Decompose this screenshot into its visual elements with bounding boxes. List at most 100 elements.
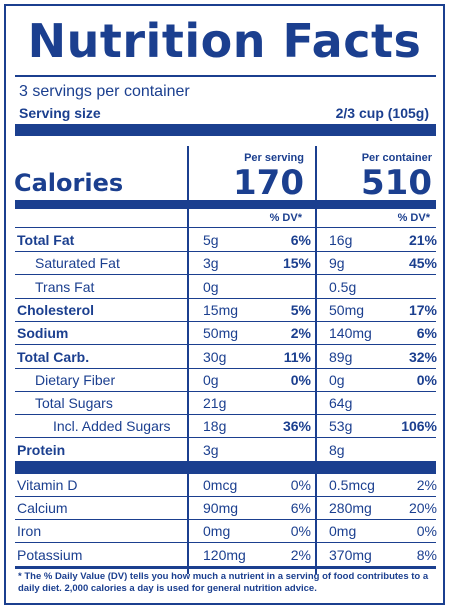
dv-per-container: 8% bbox=[416, 546, 437, 563]
dv-header-serving: % DV* bbox=[269, 212, 302, 224]
row-divider bbox=[15, 251, 436, 252]
nutrient-row: Incl. Added Sugars 18g 36% 53g 106% bbox=[15, 415, 437, 439]
amount-per-container: 8g bbox=[329, 441, 345, 458]
row-divider bbox=[15, 367, 436, 369]
dv-rule bbox=[15, 227, 436, 228]
nutrient-row: Total Carb. 30g 11% 89g 32% bbox=[15, 346, 437, 369]
dv-per-serving: 6% bbox=[290, 500, 311, 517]
amount-per-serving: 15mg bbox=[203, 301, 239, 318]
dv-per-serving: 36% bbox=[282, 418, 311, 435]
dv-per-serving: 5% bbox=[290, 301, 311, 318]
amount-per-container: 89g bbox=[329, 348, 353, 365]
vitamin-rule bbox=[15, 462, 436, 474]
amount-per-container: 140mg bbox=[329, 325, 372, 342]
amount-per-serving: 0g bbox=[203, 278, 219, 295]
amount-per-serving: 0mcg bbox=[203, 477, 238, 493]
nutrient-name: Incl. Added Sugars bbox=[53, 418, 171, 435]
column-divider-2 bbox=[315, 146, 317, 574]
nutrient-name: Total Sugars bbox=[35, 395, 113, 412]
row-divider bbox=[15, 565, 436, 567]
servings-per-container: 3 servings per container bbox=[19, 83, 190, 100]
amount-per-container: 370mg bbox=[329, 546, 372, 563]
amount-per-serving: 3g bbox=[203, 441, 219, 458]
dv-per-serving: 2% bbox=[290, 546, 311, 563]
nutrient-row: Dietary Fiber 0g 0% 0g 0% bbox=[15, 369, 437, 392]
nutrient-row: Saturated Fat 3g 15% 9g 45% bbox=[15, 252, 437, 276]
calories-rule bbox=[15, 200, 436, 209]
footnote: * The % Daily Value (DV) tells you how m… bbox=[18, 571, 429, 594]
title-rule bbox=[15, 75, 436, 77]
amount-per-serving: 21g bbox=[203, 395, 227, 412]
nutrient-name: Total Fat bbox=[17, 232, 75, 248]
nutrient-row: Sodium 50mg 2% 140mg 6% bbox=[15, 322, 437, 346]
amount-per-serving: 0g bbox=[203, 371, 219, 388]
dv-per-container: 2% bbox=[416, 477, 437, 493]
row-divider bbox=[15, 542, 436, 544]
label-title: Nutrition Facts bbox=[27, 14, 422, 68]
row-divider bbox=[15, 390, 436, 392]
vitamin-name: Potassium bbox=[17, 546, 83, 563]
amount-per-serving: 90mg bbox=[203, 500, 239, 517]
amount-per-serving: 3g bbox=[203, 255, 219, 272]
dv-per-serving: 0% bbox=[290, 371, 311, 388]
amount-per-serving: 0mg bbox=[203, 523, 231, 540]
nutrient-row: Protein 3g 8g bbox=[15, 439, 436, 462]
dv-per-container: 21% bbox=[408, 232, 437, 248]
serving-size-label: Serving size bbox=[19, 105, 101, 121]
calories-label: Calories bbox=[14, 169, 124, 197]
column-divider-1 bbox=[187, 146, 189, 574]
row-divider bbox=[15, 297, 436, 299]
amount-per-container: 64g bbox=[329, 395, 353, 412]
amount-per-serving: 120mg bbox=[203, 546, 246, 563]
dv-per-container: 45% bbox=[408, 255, 437, 272]
nutrient-row: Total Sugars 21g 64g bbox=[15, 392, 436, 416]
nutrient-name: Trans Fat bbox=[35, 278, 95, 295]
nutrition-label: Nutrition Facts 3 servings per container… bbox=[4, 4, 445, 605]
nutrient-name: Saturated Fat bbox=[35, 255, 120, 272]
row-divider bbox=[15, 320, 436, 322]
amount-per-container: 0g bbox=[329, 371, 345, 388]
thick-rule bbox=[15, 124, 436, 136]
amount-per-container: 16g bbox=[329, 232, 353, 248]
vitamin-row: Potassium 120mg 2% 370mg 8% bbox=[15, 544, 437, 567]
per-serving-header: Per serving bbox=[244, 152, 304, 164]
dv-per-serving: 6% bbox=[290, 232, 311, 248]
dv-per-container: 17% bbox=[408, 301, 437, 318]
dv-per-serving: 0% bbox=[290, 523, 311, 540]
nutrient-name: Sodium bbox=[17, 325, 69, 342]
amount-per-serving: 5g bbox=[203, 232, 219, 248]
per-container-header: Per container bbox=[361, 152, 432, 164]
amount-per-container: 53g bbox=[329, 418, 353, 435]
amount-per-serving: 50mg bbox=[203, 325, 239, 342]
dv-per-serving: 11% bbox=[283, 348, 311, 365]
row-divider bbox=[15, 274, 436, 276]
row-divider bbox=[15, 344, 436, 346]
vitamin-row: Vitamin D 0mcg 0% 0.5mcg 2% bbox=[15, 474, 437, 497]
nutrient-name: Total Carb. bbox=[17, 348, 90, 365]
vitamin-name: Calcium bbox=[17, 500, 68, 517]
amount-per-container: 9g bbox=[329, 255, 345, 272]
amount-per-container: 50mg bbox=[329, 301, 365, 318]
dv-per-serving: 0% bbox=[290, 477, 311, 493]
amount-per-container: 280mg bbox=[329, 500, 372, 517]
row-divider bbox=[15, 496, 436, 497]
dv-per-container: 20% bbox=[408, 500, 437, 517]
row-divider bbox=[15, 414, 436, 416]
amount-per-container: 0.5g bbox=[329, 278, 357, 295]
nutrient-row: Trans Fat 0g 0.5g bbox=[15, 276, 436, 299]
nutrient-name: Cholesterol bbox=[17, 301, 95, 318]
nutrient-row: Total Fat 5g 6% 16g 21% bbox=[15, 229, 437, 252]
dv-per-container: 6% bbox=[416, 325, 437, 342]
amount-per-container: 0mg bbox=[329, 523, 357, 540]
nutrient-row: Cholesterol 15mg 5% 50mg 17% bbox=[15, 299, 437, 322]
calories-per-container: 510 bbox=[361, 163, 432, 203]
dv-per-serving: 15% bbox=[282, 255, 311, 272]
dv-per-serving: 2% bbox=[290, 325, 311, 342]
row-divider bbox=[15, 519, 436, 521]
dv-per-container: 0% bbox=[416, 523, 437, 540]
calories-per-serving: 170 bbox=[233, 163, 304, 203]
footnote-rule bbox=[15, 567, 436, 569]
dv-per-container: 106% bbox=[401, 418, 437, 435]
vitamin-name: Iron bbox=[17, 523, 42, 540]
dv-per-container: 0% bbox=[416, 371, 437, 388]
